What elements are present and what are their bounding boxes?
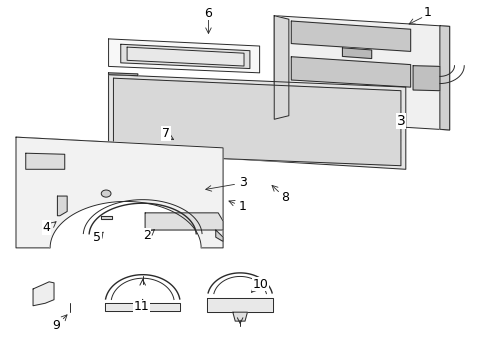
Polygon shape — [343, 48, 372, 59]
Polygon shape — [274, 16, 450, 130]
Polygon shape — [105, 303, 180, 311]
Text: 1: 1 — [424, 6, 432, 19]
Text: 4: 4 — [43, 221, 50, 234]
Polygon shape — [109, 75, 406, 169]
Text: 5: 5 — [94, 231, 101, 244]
Polygon shape — [274, 16, 289, 119]
Polygon shape — [121, 44, 250, 68]
Text: 3: 3 — [239, 176, 247, 189]
Polygon shape — [114, 78, 401, 166]
Polygon shape — [216, 230, 223, 242]
Polygon shape — [109, 39, 260, 73]
Polygon shape — [233, 312, 247, 321]
Circle shape — [101, 190, 111, 197]
Polygon shape — [291, 57, 411, 87]
Polygon shape — [33, 282, 54, 306]
Polygon shape — [145, 213, 223, 230]
Text: 6: 6 — [204, 7, 212, 20]
Polygon shape — [57, 196, 67, 216]
Text: 7: 7 — [162, 127, 170, 140]
Polygon shape — [291, 21, 411, 51]
Polygon shape — [127, 47, 244, 66]
Text: 1: 1 — [239, 199, 247, 212]
Text: 9: 9 — [52, 319, 60, 332]
Text: 3: 3 — [396, 114, 405, 128]
Polygon shape — [101, 216, 113, 219]
Text: 8: 8 — [281, 191, 290, 204]
Polygon shape — [50, 202, 201, 248]
Polygon shape — [207, 298, 273, 312]
Text: 11: 11 — [133, 300, 149, 313]
Text: 2: 2 — [143, 229, 150, 242]
Polygon shape — [413, 66, 440, 91]
Text: 10: 10 — [253, 278, 269, 291]
Polygon shape — [26, 153, 65, 169]
Polygon shape — [109, 73, 138, 76]
Polygon shape — [16, 137, 223, 248]
Polygon shape — [440, 26, 450, 130]
